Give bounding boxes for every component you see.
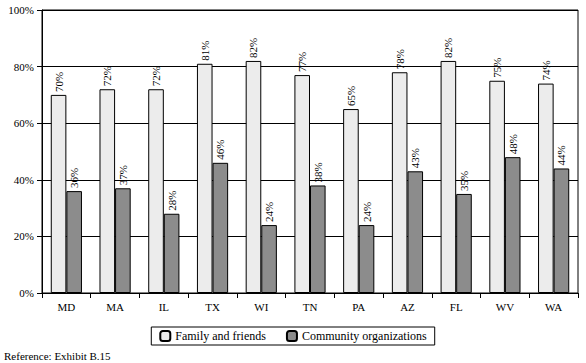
svg-text:36%: 36% bbox=[68, 168, 80, 188]
svg-text:AZ: AZ bbox=[400, 301, 415, 313]
svg-text:TX: TX bbox=[205, 301, 220, 313]
svg-text:TN: TN bbox=[303, 301, 318, 313]
svg-text:75%: 75% bbox=[491, 58, 503, 78]
svg-text:Reference: Exhibit B.15: Reference: Exhibit B.15 bbox=[4, 350, 111, 362]
svg-text:35%: 35% bbox=[458, 171, 470, 191]
svg-text:40%: 40% bbox=[14, 174, 34, 186]
svg-text:PA: PA bbox=[352, 301, 365, 313]
svg-text:28%: 28% bbox=[166, 191, 178, 211]
svg-text:24%: 24% bbox=[361, 202, 373, 222]
svg-text:MD: MD bbox=[57, 301, 75, 313]
svg-text:78%: 78% bbox=[394, 49, 406, 69]
svg-text:37%: 37% bbox=[117, 165, 129, 185]
svg-text:24%: 24% bbox=[263, 202, 275, 222]
svg-text:Community organizations: Community organizations bbox=[302, 329, 427, 343]
svg-text:77%: 77% bbox=[296, 52, 308, 72]
svg-text:46%: 46% bbox=[214, 140, 226, 160]
svg-text:72%: 72% bbox=[101, 66, 113, 86]
svg-text:82%: 82% bbox=[442, 38, 454, 58]
svg-text:IL: IL bbox=[159, 301, 170, 313]
svg-text:20%: 20% bbox=[14, 230, 34, 242]
svg-text:80%: 80% bbox=[14, 61, 34, 73]
svg-text:WI: WI bbox=[254, 301, 268, 313]
svg-text:70%: 70% bbox=[53, 72, 65, 92]
svg-text:72%: 72% bbox=[150, 66, 162, 86]
svg-text:60%: 60% bbox=[14, 117, 34, 129]
svg-text:0%: 0% bbox=[19, 287, 34, 299]
svg-text:65%: 65% bbox=[345, 86, 357, 106]
svg-text:43%: 43% bbox=[409, 148, 421, 168]
svg-text:FL: FL bbox=[450, 301, 463, 313]
svg-text:MA: MA bbox=[106, 301, 124, 313]
svg-text:WV: WV bbox=[496, 301, 514, 313]
svg-text:WA: WA bbox=[545, 301, 562, 313]
svg-text:Family and friends: Family and friends bbox=[175, 329, 266, 343]
svg-text:82%: 82% bbox=[247, 38, 259, 58]
svg-text:81%: 81% bbox=[199, 41, 211, 61]
svg-text:74%: 74% bbox=[540, 60, 552, 80]
svg-text:48%: 48% bbox=[507, 134, 519, 154]
svg-text:100%: 100% bbox=[8, 4, 34, 16]
svg-text:38%: 38% bbox=[312, 162, 324, 182]
svg-text:44%: 44% bbox=[555, 145, 567, 165]
